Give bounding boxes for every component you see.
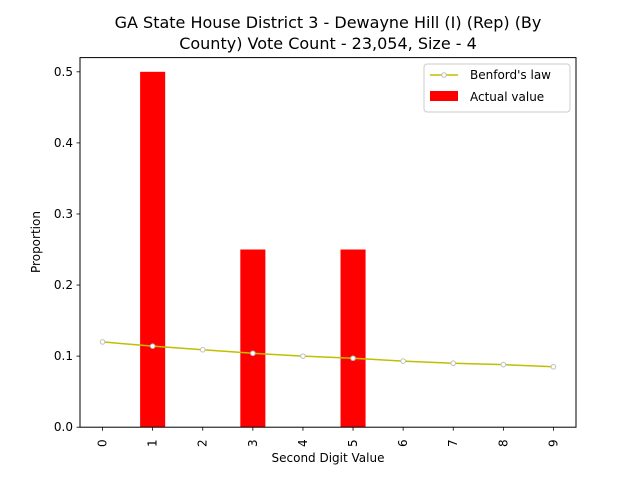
bar-series (140, 71, 366, 428)
legend-marker-swatch (441, 72, 447, 78)
x-tick-label-2: 2 (196, 439, 210, 447)
chart-title-line-2: County) Vote Count - 23,054, Size - 4 (179, 34, 477, 53)
benford-point-2 (199, 346, 206, 353)
x-tick-label-3: 3 (246, 439, 260, 447)
benford-point-0 (99, 339, 106, 345)
x-tick-label-6: 6 (396, 439, 410, 447)
x-tick-label-5: 5 (346, 439, 360, 447)
bar-5 (340, 249, 366, 428)
plot-frame (79, 57, 577, 428)
benford-point-9 (550, 363, 557, 370)
benford-point-5 (350, 355, 356, 362)
y-tick-label: 0.4 (54, 136, 73, 150)
benford-point-1 (149, 343, 156, 349)
benford-point-6 (400, 358, 406, 364)
legend-label-actual: Actual value (470, 90, 544, 104)
y-tick-label: 0.3 (54, 207, 73, 221)
x-tick-label-4: 4 (296, 439, 310, 447)
benford-point-7 (450, 360, 457, 367)
chart-title-line-1: GA State House District 3 - Dewayne Hill… (115, 13, 542, 32)
legend: Benford's law Actual value (423, 63, 571, 113)
y-tick-label: 0.0 (54, 420, 73, 434)
legend-bar-swatch (430, 91, 458, 101)
x-tick-label-7: 7 (446, 439, 460, 447)
benford-line-series (99, 339, 557, 370)
bar-1 (140, 71, 166, 428)
y-tick-label: 0.1 (54, 349, 73, 363)
y-axis-label: Proportion (29, 211, 43, 273)
y-tick-label: 0.2 (54, 278, 73, 292)
x-tick-label-8: 8 (496, 439, 510, 447)
x-tick-label-9: 9 (546, 439, 560, 447)
y-tick-label: 0.5 (54, 65, 73, 79)
x-tick-label-1: 1 (146, 439, 160, 447)
benford-line (102, 341, 554, 368)
y-axis: 0.0 0.1 0.2 0.3 0.4 0.5 (54, 65, 80, 434)
x-axis-label: Second Digit Value (272, 451, 385, 465)
legend-box (423, 63, 571, 113)
x-axis: 0 1 2 3 4 5 6 7 8 9 (96, 427, 560, 447)
legend-label-benford: Benford's law (470, 68, 551, 82)
benford-point-8 (500, 361, 507, 368)
x-tick-label-0: 0 (96, 439, 110, 447)
benford-point-4 (300, 353, 306, 359)
bar-3 (240, 249, 266, 428)
benford-point-3 (250, 350, 256, 357)
